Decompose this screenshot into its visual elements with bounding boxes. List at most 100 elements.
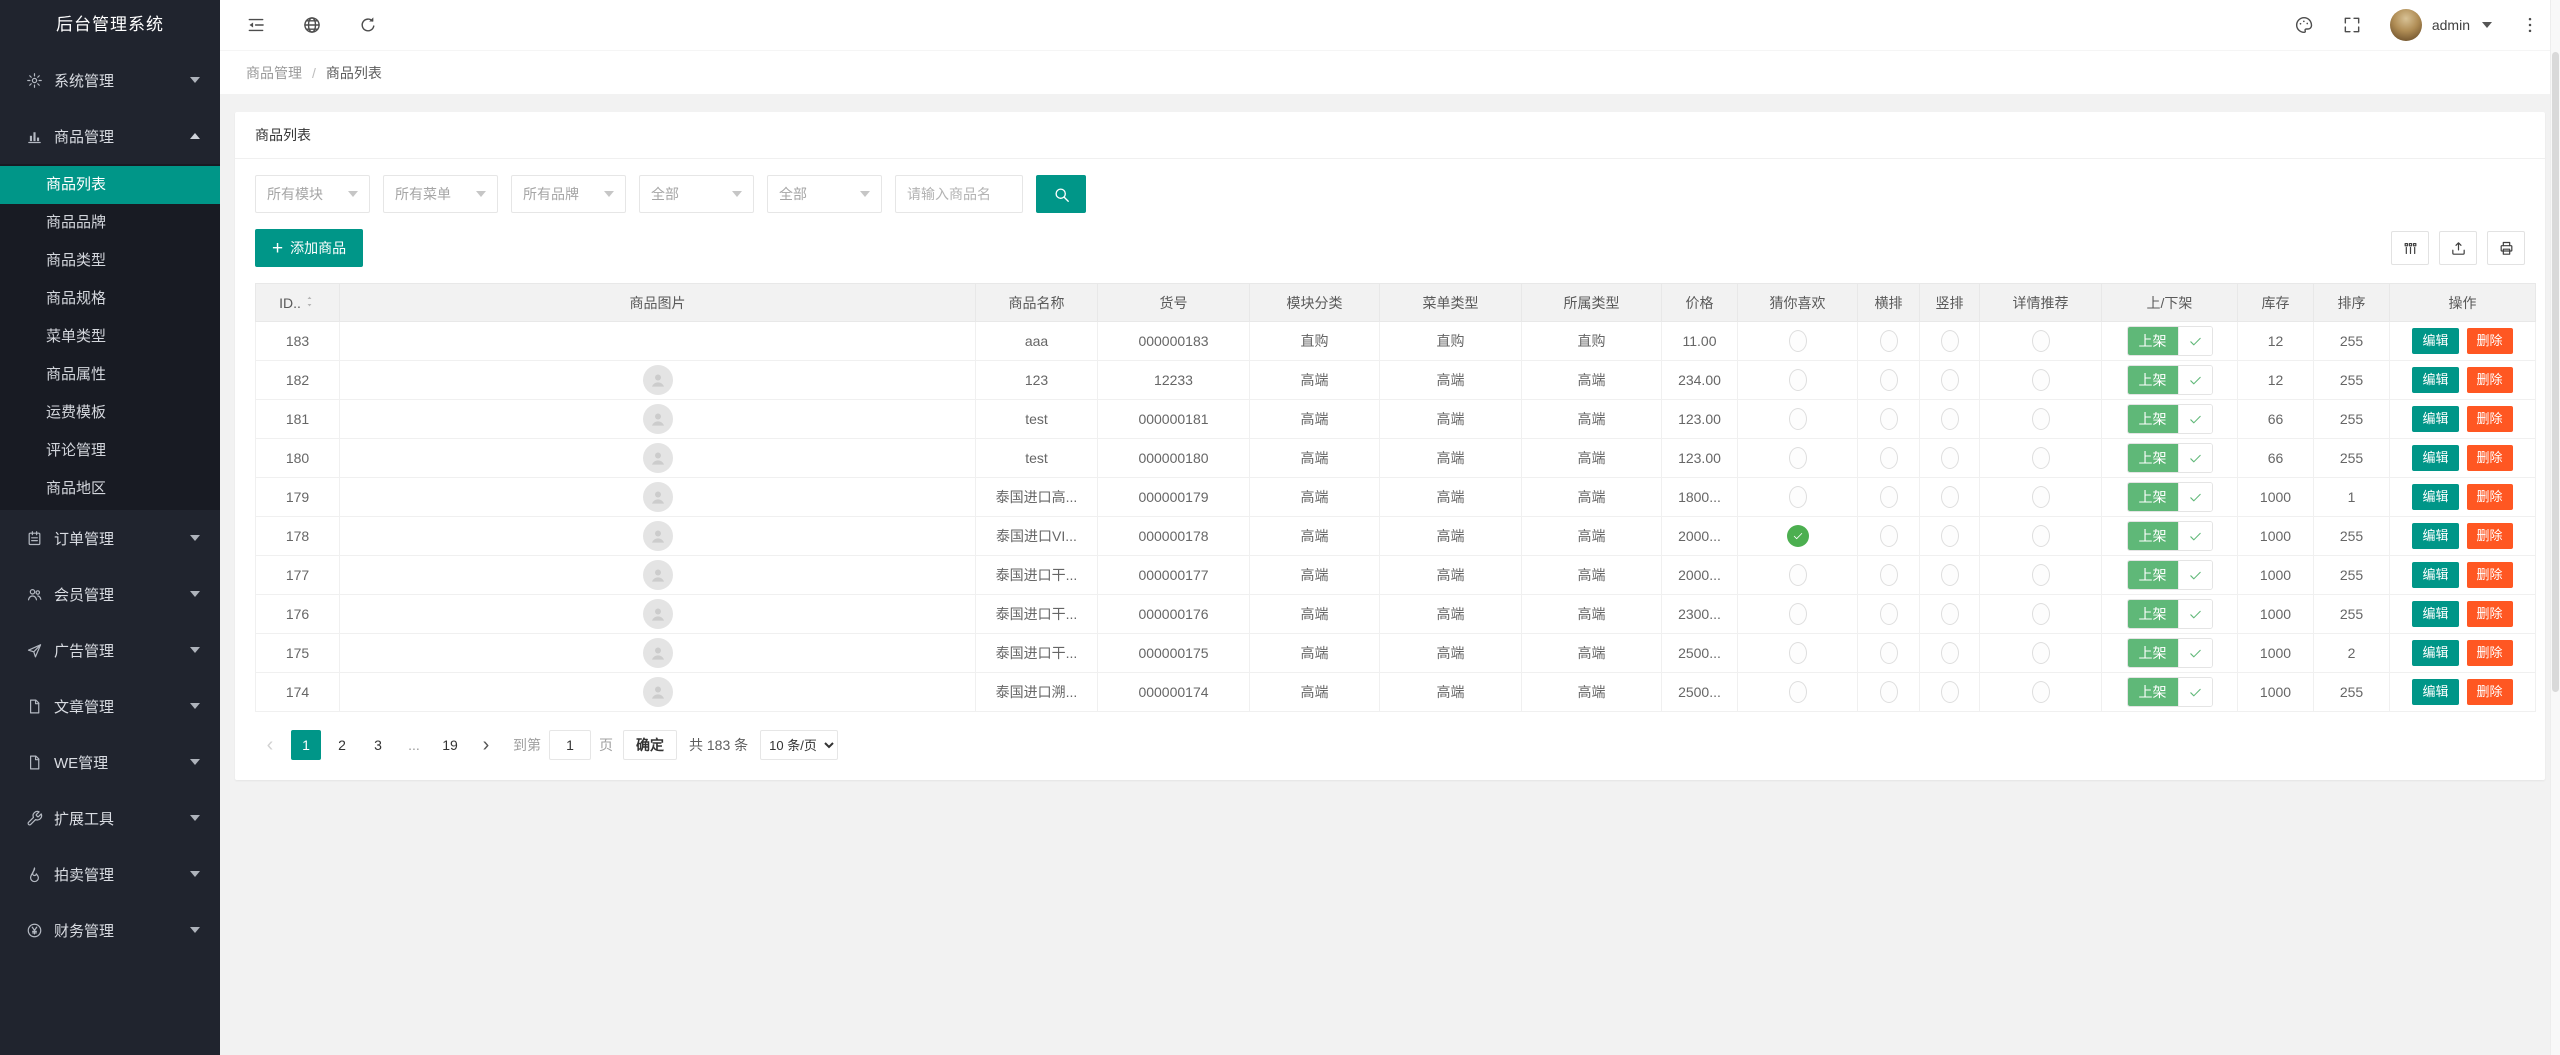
on-shelf-toggle[interactable]: 上架 xyxy=(2126,365,2213,395)
user-menu[interactable]: admin xyxy=(2389,9,2492,41)
radio-unchecked[interactable] xyxy=(2031,642,2050,664)
radio-unchecked[interactable] xyxy=(2031,681,2050,703)
edit-button[interactable]: 编辑 xyxy=(2412,522,2459,550)
next-page-button[interactable]: › xyxy=(482,734,490,756)
sidebar-item-2[interactable]: 订单管理 xyxy=(0,510,220,566)
radio-unchecked[interactable] xyxy=(1940,525,1959,547)
radio-unchecked[interactable] xyxy=(2031,369,2050,391)
add-product-button[interactable]: + 添加商品 xyxy=(255,229,364,267)
fullscreen-icon[interactable] xyxy=(2342,15,2362,35)
radio-unchecked[interactable] xyxy=(1940,330,1959,352)
edit-button[interactable]: 编辑 xyxy=(2412,561,2459,589)
delete-button[interactable]: 删除 xyxy=(2466,561,2513,589)
columns-button[interactable] xyxy=(2391,231,2429,265)
delete-button[interactable]: 删除 xyxy=(2466,522,2513,550)
column-header[interactable]: ID.. xyxy=(255,283,340,322)
delete-button[interactable]: 删除 xyxy=(2466,639,2513,667)
sidebar-subitem[interactable]: 菜单类型 xyxy=(46,328,107,345)
goto-page-input[interactable] xyxy=(549,730,591,760)
radio-unchecked[interactable] xyxy=(1788,681,1807,703)
confirm-button[interactable]: 确定 xyxy=(623,730,677,760)
radio-unchecked[interactable] xyxy=(1940,369,1959,391)
radio-unchecked[interactable] xyxy=(1788,486,1807,508)
radio-unchecked[interactable] xyxy=(1879,564,1898,586)
radio-unchecked[interactable] xyxy=(1940,486,1959,508)
radio-unchecked[interactable] xyxy=(1940,681,1959,703)
page-button-2[interactable]: 2 xyxy=(338,737,346,753)
radio-unchecked[interactable] xyxy=(1940,564,1959,586)
on-shelf-toggle[interactable]: 上架 xyxy=(2126,638,2213,668)
delete-button[interactable]: 删除 xyxy=(2466,366,2513,394)
sidebar-item-1[interactable]: 商品管理 xyxy=(0,108,220,164)
radio-unchecked[interactable] xyxy=(2031,408,2050,430)
radio-unchecked[interactable] xyxy=(2031,525,2050,547)
sidebar-subitem[interactable]: 商品规格 xyxy=(46,290,107,307)
edit-button[interactable]: 编辑 xyxy=(2412,405,2459,433)
radio-unchecked[interactable] xyxy=(1879,408,1898,430)
on-shelf-toggle[interactable]: 上架 xyxy=(2126,326,2213,356)
on-shelf-toggle[interactable]: 上架 xyxy=(2126,599,2213,629)
delete-button[interactable]: 删除 xyxy=(2466,405,2513,433)
on-shelf-toggle[interactable]: 上架 xyxy=(2126,404,2213,434)
sidebar-item-3[interactable]: 会员管理 xyxy=(0,566,220,622)
delete-button[interactable]: 删除 xyxy=(2466,678,2513,706)
sidebar-subitem[interactable]: 评论管理 xyxy=(46,442,107,459)
sidebar-subitem[interactable]: 商品列表 xyxy=(0,166,220,204)
radio-checked[interactable] xyxy=(1786,525,1809,547)
radio-unchecked[interactable] xyxy=(1879,486,1898,508)
filter-select-1[interactable]: 所有菜单 xyxy=(383,175,498,213)
radio-unchecked[interactable] xyxy=(1879,642,1898,664)
edit-button[interactable]: 编辑 xyxy=(2412,444,2459,472)
sidebar-item-0[interactable]: 系统管理 xyxy=(0,52,220,108)
delete-button[interactable]: 删除 xyxy=(2466,483,2513,511)
radio-unchecked[interactable] xyxy=(1788,369,1807,391)
edit-button[interactable]: 编辑 xyxy=(2412,327,2459,355)
page-button-19[interactable]: 19 xyxy=(442,737,458,753)
prev-page-button[interactable]: ‹ xyxy=(266,734,274,756)
radio-unchecked[interactable] xyxy=(1788,408,1807,430)
filter-select-2[interactable]: 所有品牌 xyxy=(511,175,626,213)
page-button-1[interactable]: 1 xyxy=(291,730,321,760)
sidebar-subitem[interactable]: 商品类型 xyxy=(46,252,107,269)
delete-button[interactable]: 删除 xyxy=(2466,600,2513,628)
radio-unchecked[interactable] xyxy=(1940,408,1959,430)
palette-icon[interactable] xyxy=(2294,15,2314,35)
scrollbar[interactable] xyxy=(2550,0,2560,1055)
more-vertical-icon[interactable] xyxy=(2520,15,2536,35)
sidebar-subitem[interactable]: 商品品牌 xyxy=(46,214,107,231)
search-button[interactable] xyxy=(1036,175,1086,213)
delete-button[interactable]: 删除 xyxy=(2466,444,2513,472)
radio-unchecked[interactable] xyxy=(2031,564,2050,586)
collapse-menu-icon[interactable] xyxy=(246,15,266,35)
edit-button[interactable]: 编辑 xyxy=(2412,678,2459,706)
radio-unchecked[interactable] xyxy=(1788,564,1807,586)
filter-select-3[interactable]: 全部 xyxy=(639,175,754,213)
globe-icon[interactable] xyxy=(302,15,322,35)
radio-unchecked[interactable] xyxy=(2031,447,2050,469)
radio-unchecked[interactable] xyxy=(1788,603,1807,625)
sidebar-item-4[interactable]: 广告管理 xyxy=(0,622,220,678)
radio-unchecked[interactable] xyxy=(1879,447,1898,469)
radio-unchecked[interactable] xyxy=(1940,642,1959,664)
radio-unchecked[interactable] xyxy=(1788,330,1807,352)
on-shelf-toggle[interactable]: 上架 xyxy=(2126,560,2213,590)
on-shelf-toggle[interactable]: 上架 xyxy=(2126,677,2213,707)
sidebar-item-9[interactable]: 财务管理 xyxy=(0,902,220,958)
radio-unchecked[interactable] xyxy=(1879,603,1898,625)
product-name-input[interactable] xyxy=(895,175,1023,213)
delete-button[interactable]: 删除 xyxy=(2466,327,2513,355)
radio-unchecked[interactable] xyxy=(2031,603,2050,625)
radio-unchecked[interactable] xyxy=(2031,486,2050,508)
export-button[interactable] xyxy=(2439,231,2477,265)
radio-unchecked[interactable] xyxy=(1879,525,1898,547)
on-shelf-toggle[interactable]: 上架 xyxy=(2126,482,2213,512)
edit-button[interactable]: 编辑 xyxy=(2412,483,2459,511)
breadcrumb-parent[interactable]: 商品管理 xyxy=(246,64,302,81)
radio-unchecked[interactable] xyxy=(1879,330,1898,352)
radio-unchecked[interactable] xyxy=(1879,369,1898,391)
print-button[interactable] xyxy=(2487,231,2525,265)
sidebar-subitem[interactable]: 商品地区 xyxy=(46,480,107,497)
edit-button[interactable]: 编辑 xyxy=(2412,366,2459,394)
on-shelf-toggle[interactable]: 上架 xyxy=(2126,521,2213,551)
sidebar-subitem[interactable]: 商品属性 xyxy=(46,366,107,383)
